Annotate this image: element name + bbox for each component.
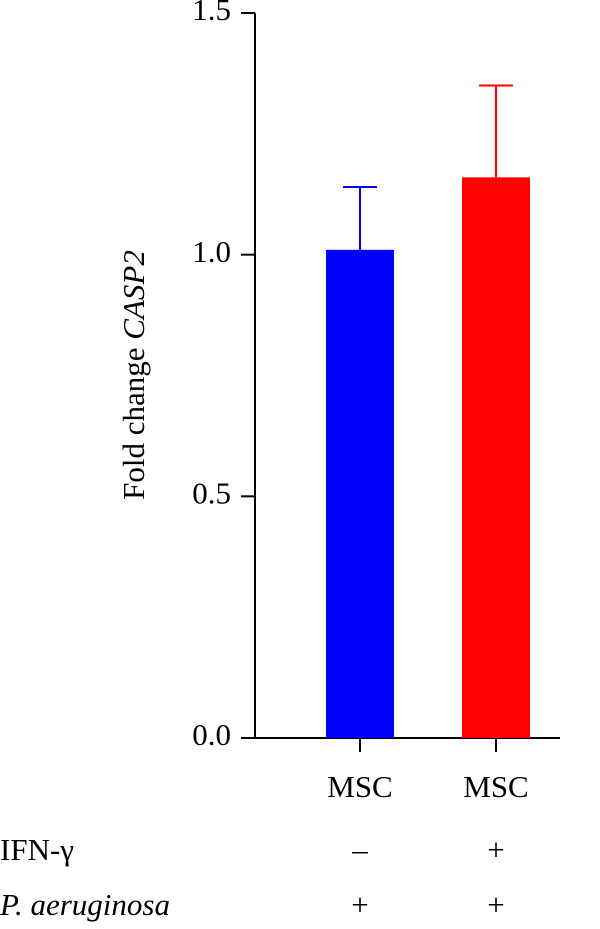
y-tick-label: 0.0 (192, 717, 231, 752)
y-tick-label: 1.5 (192, 0, 231, 27)
condition-sign: + (487, 832, 504, 867)
x-tick-label: MSC (463, 769, 528, 804)
y-tick-label: 1.0 (192, 234, 231, 269)
condition-label: IFN-γ (0, 832, 74, 867)
x-tick-label: MSC (327, 769, 392, 804)
y-label-text: Fold change (116, 347, 151, 499)
condition-sign: + (351, 887, 368, 922)
condition-sign: – (351, 832, 368, 867)
condition-label: P. aeruginosa (0, 887, 170, 922)
y-axis-label: Fold change CASP2 (116, 250, 151, 500)
bar (326, 249, 394, 739)
condition-sign: + (487, 887, 504, 922)
y-tick-label: 0.5 (192, 475, 231, 510)
y-label-gene: CASP2 (116, 250, 151, 340)
bar (462, 177, 530, 739)
